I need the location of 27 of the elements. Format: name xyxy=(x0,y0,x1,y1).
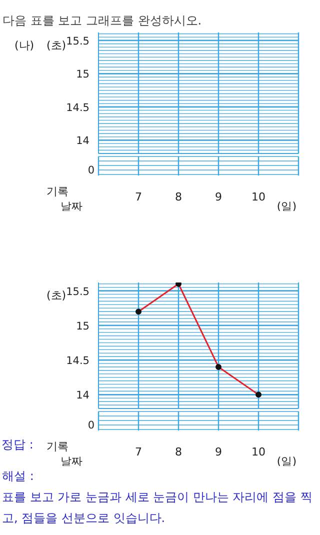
text: (나) xyxy=(14,39,34,52)
text: 정답 : xyxy=(2,438,34,452)
x-tick-label: 8 xyxy=(175,446,182,458)
x-tick-label: 9 xyxy=(215,190,222,204)
y-axis-title: (초) xyxy=(46,289,66,302)
text: 0 xyxy=(88,420,95,432)
x-tick-label: 7 xyxy=(135,446,142,458)
text: 표를 보고 가로 눈금과 세로 눈금이 만나는 자리에 점을 찍고, 점들을 선분으로 잇습니다. xyxy=(2,490,312,525)
y-tick-label: 14 xyxy=(76,135,90,148)
text: 해설 : xyxy=(2,469,34,483)
text: 기록 xyxy=(46,440,68,453)
y-tick-label: 14 xyxy=(76,390,90,402)
y-tick-label: 15.5 xyxy=(66,35,90,48)
y-tick-label: 15 xyxy=(76,68,90,81)
x-tick-label: 7 xyxy=(135,190,142,204)
x-tick-label: 10 xyxy=(252,190,266,204)
text: 기록 xyxy=(46,185,68,198)
chart-title: 다음 표를 보고 그래프를 완성하시오. xyxy=(2,14,202,28)
text: 0 xyxy=(88,164,95,176)
y-tick-label: 15 xyxy=(76,320,90,332)
y-axis-title: (초) xyxy=(46,39,66,52)
x-tick-label: 9 xyxy=(215,446,222,458)
y-tick-label: 14.5 xyxy=(66,355,90,368)
y-tick-label: 14.5 xyxy=(66,102,90,114)
x-tick-label: 8 xyxy=(175,190,182,204)
x-tick-label: 10 xyxy=(252,446,266,458)
y-tick-label: 15.5 xyxy=(66,286,90,298)
